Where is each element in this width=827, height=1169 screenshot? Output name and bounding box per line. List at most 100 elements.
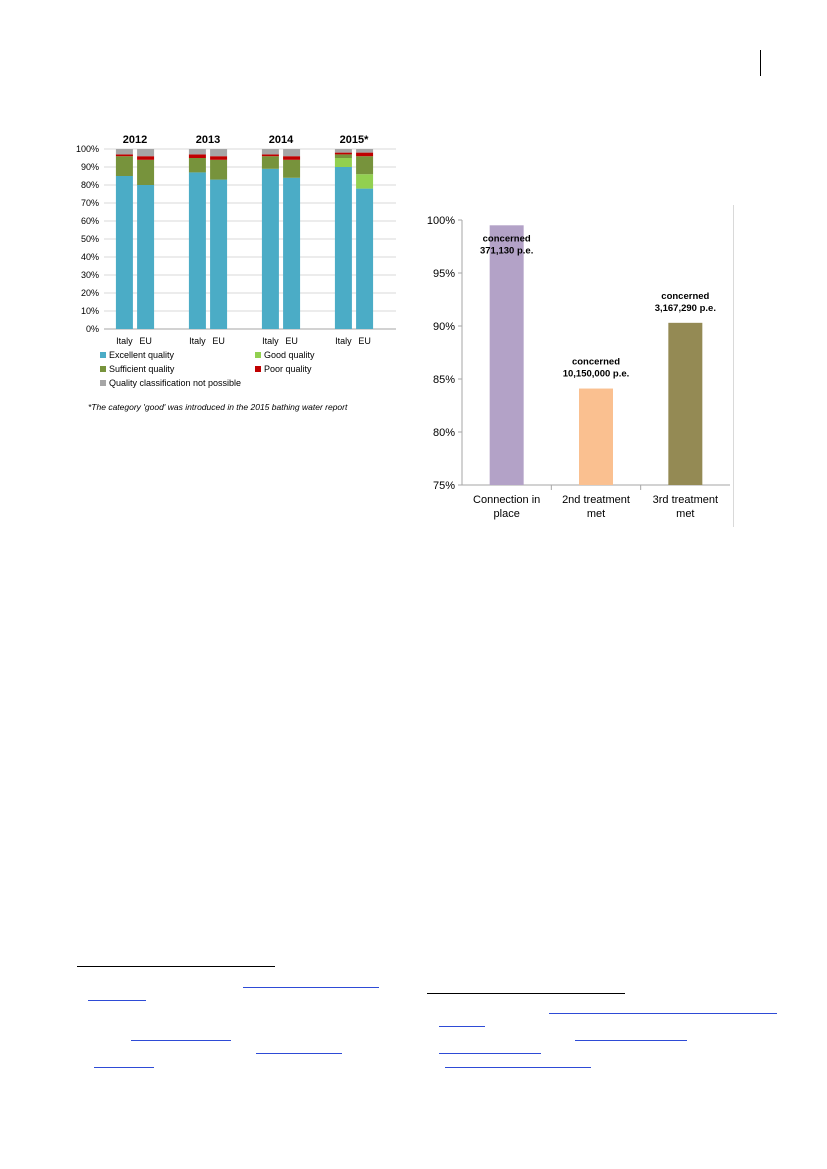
y-tick-label: 60% <box>81 216 99 226</box>
bar-segment <box>137 185 155 329</box>
legend-swatch <box>100 380 106 386</box>
bathing-water-chart: 0% 10% 20% 30% 40% 50% 60% 70% 80% 90% 100% 2012 Ita… <box>70 128 400 428</box>
bar-segment <box>261 154 279 157</box>
legend-label: Poor quality <box>264 364 312 374</box>
bar-data-label: concerned <box>572 357 620 368</box>
bar-segment <box>137 149 155 157</box>
y-tick-label: 90% <box>81 162 99 172</box>
x-tick-label: Italy <box>335 336 352 346</box>
x-tick-label: EU <box>358 336 371 346</box>
bar-segment <box>115 149 133 155</box>
footnote-link[interactable] <box>256 1053 342 1054</box>
page-margin-mark <box>760 50 761 76</box>
legend-label: Excellent quality <box>109 350 175 360</box>
legend-label: Good quality <box>264 350 315 360</box>
footnote-link[interactable] <box>131 1040 231 1041</box>
bar-segment <box>188 172 206 329</box>
bar-segment <box>188 154 206 158</box>
y-tick-label: 95% <box>433 268 455 280</box>
footnote-link[interactable] <box>549 1013 777 1014</box>
bar-segment <box>210 149 228 157</box>
bar-data-label: concerned <box>661 291 709 302</box>
footnote-link[interactable] <box>445 1067 591 1068</box>
y-tick-label: 50% <box>81 234 99 244</box>
bar-segment <box>115 154 133 157</box>
x-tick-label: place <box>494 508 520 520</box>
bar-segment <box>210 179 228 329</box>
y-tick-label: 90% <box>433 321 455 333</box>
y-tick-label: 30% <box>81 270 99 280</box>
y-tick-label: 80% <box>433 427 455 439</box>
bar-segment <box>283 149 301 157</box>
bar-segment <box>137 159 155 185</box>
footnote-rule-right <box>427 993 625 994</box>
bar <box>668 322 703 485</box>
y-tick-label: 70% <box>81 198 99 208</box>
x-tick-label: 3rd treatment <box>653 494 718 506</box>
legend-label: Quality classification not possible <box>109 378 241 388</box>
x-tick-label: Italy <box>189 336 206 346</box>
footnote-rule-left <box>77 966 275 967</box>
x-tick-label: EU <box>285 336 298 346</box>
legend-label: Sufficient quality <box>109 364 175 374</box>
bar-segment <box>188 149 206 155</box>
footnote-link[interactable] <box>243 987 379 988</box>
x-tick-label: met <box>587 508 605 520</box>
x-tick-label: EU <box>139 336 152 346</box>
bathing-water-chart-svg: 0% 10% 20% 30% 40% 50% 60% 70% 80% 90% 100% 2012 Ita… <box>76 134 396 412</box>
footnote-link[interactable] <box>94 1067 154 1068</box>
bar <box>579 388 613 485</box>
chart-frame-edge <box>733 205 734 527</box>
bar-segment <box>261 168 279 329</box>
x-tick-label: Connection in <box>473 494 540 506</box>
legend-swatch <box>255 352 261 358</box>
bar <box>489 225 524 486</box>
bar-segment <box>356 174 374 189</box>
y-tick-label: 0% <box>86 324 99 334</box>
bar-segment <box>334 152 352 155</box>
y-tick-label: 80% <box>81 180 99 190</box>
bar-segment <box>210 159 228 180</box>
bar-segment <box>261 149 279 155</box>
bar-segment <box>356 188 374 329</box>
footnote-link[interactable] <box>575 1040 687 1041</box>
bar-segment <box>261 156 279 169</box>
bar-segment <box>356 152 374 157</box>
bar-segment <box>334 167 352 329</box>
bar-data-label: 10,150,000 p.e. <box>563 369 630 380</box>
group-title: 2013 <box>196 134 220 146</box>
bar-segment <box>283 177 301 329</box>
legend-swatch <box>255 366 261 372</box>
bar-segment <box>334 149 352 153</box>
bar-segment <box>115 176 133 329</box>
y-tick-label: 20% <box>81 288 99 298</box>
bar-segment <box>283 159 301 178</box>
x-tick-label: EU <box>212 336 225 346</box>
footnote-link[interactable] <box>88 1000 146 1001</box>
urban-waste-water-chart: 75% 80% 85% 90% 95% 100% concerned 371,130 p.e.… <box>420 205 735 527</box>
x-tick-label: Italy <box>262 336 279 346</box>
x-tick-label: Italy <box>116 336 133 346</box>
y-tick-label: 85% <box>433 374 455 386</box>
y-tick-label: 10% <box>81 306 99 316</box>
x-tick-label: 2nd treatment <box>562 494 630 506</box>
group-title: 2012 <box>123 134 147 146</box>
group-title: 2015* <box>340 134 369 146</box>
legend-swatch <box>100 352 106 358</box>
footnote-link[interactable] <box>439 1026 485 1027</box>
y-tick-label: 75% <box>433 480 455 492</box>
bar-segment <box>188 158 206 173</box>
bar-segment <box>356 156 374 175</box>
bar-segment <box>137 156 155 160</box>
bar-segment <box>356 149 374 153</box>
bar-data-label: concerned <box>483 233 531 244</box>
y-tick-label: 40% <box>81 252 99 262</box>
bar-segment <box>334 154 352 158</box>
bar-data-label: 371,130 p.e. <box>480 245 533 256</box>
bar-data-label: 3,167,290 p.e. <box>655 303 716 314</box>
y-tick-label: 100% <box>427 215 455 227</box>
bar-segment <box>115 156 133 176</box>
footnote-link[interactable] <box>439 1053 541 1054</box>
group-title: 2014 <box>269 134 294 146</box>
